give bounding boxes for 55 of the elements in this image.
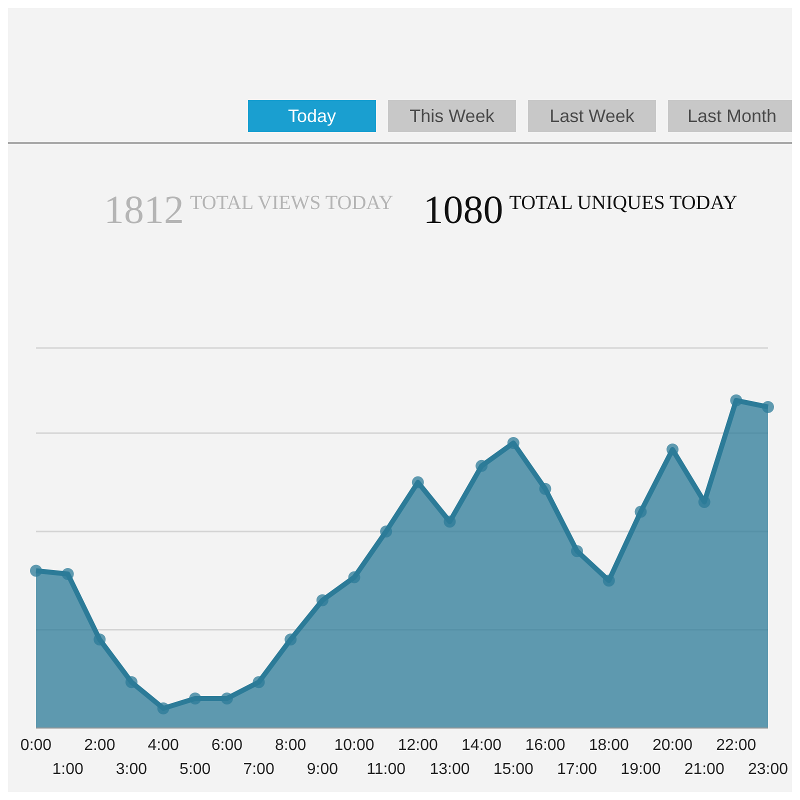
point <box>220 692 233 705</box>
x-tick-label: 7:00 <box>243 761 274 778</box>
x-tick-label: 1:00 <box>52 761 84 778</box>
x-tick-label: 20:00 <box>652 737 693 754</box>
text: 1080 <box>423 186 504 233</box>
x-tick-label: 23:00 <box>748 761 788 778</box>
text: Last Month <box>686 105 778 128</box>
text: This Week <box>388 100 516 132</box>
x-tick-label: 8:00 <box>275 737 306 754</box>
point <box>571 545 584 558</box>
x-tick-label: 2:00 <box>84 737 116 754</box>
point <box>444 516 456 528</box>
point <box>189 692 202 705</box>
x-tick-label: 3:00 <box>116 761 148 778</box>
text: Last Week <box>528 100 656 132</box>
point <box>666 444 679 456</box>
point <box>507 437 520 449</box>
x-tick-label: 15:00 <box>493 761 534 778</box>
point <box>602 574 615 587</box>
x-tick-label: 0:00 <box>20 737 52 754</box>
point <box>380 525 392 538</box>
x-tick-label: 6:00 <box>211 737 243 754</box>
x-tick-label: 4:00 <box>148 737 179 754</box>
x-tick-label: 11:00 <box>366 761 406 778</box>
chart-title: TOTAL VIEWS TODAY <box>190 192 394 215</box>
x-tick-label: 17:00 <box>557 761 598 778</box>
x-tick-label: 16:00 <box>525 737 566 754</box>
point <box>539 482 552 495</box>
x-tick-label: 14:00 <box>462 737 502 754</box>
point <box>62 568 74 580</box>
point <box>30 564 42 577</box>
x-tick-label: 19:00 <box>620 761 661 778</box>
text: Today <box>248 100 376 132</box>
point <box>476 460 488 472</box>
point <box>762 400 774 413</box>
chart-subtitle: TOTAL UNIQUES TODAY <box>509 192 738 215</box>
x-tick-label: 5:00 <box>180 761 211 778</box>
x-tick-label: 9:00 <box>306 761 338 778</box>
point <box>316 594 328 606</box>
x-tick-label: 21:00 <box>684 761 724 778</box>
point <box>730 394 742 406</box>
point <box>412 476 424 488</box>
x-tick-label: 22:00 <box>716 737 756 754</box>
point <box>157 702 170 714</box>
point <box>125 676 138 688</box>
point <box>284 634 297 646</box>
x-tick-label: 18:00 <box>588 737 629 754</box>
x-tick-label: 12:00 <box>398 737 438 754</box>
point <box>252 676 265 688</box>
point <box>94 634 106 646</box>
x-tick-label: 10:00 <box>334 737 374 754</box>
text: 1812 <box>104 186 184 233</box>
point <box>348 571 360 584</box>
x-tick-label: 13:00 <box>430 761 470 778</box>
point <box>634 506 647 518</box>
